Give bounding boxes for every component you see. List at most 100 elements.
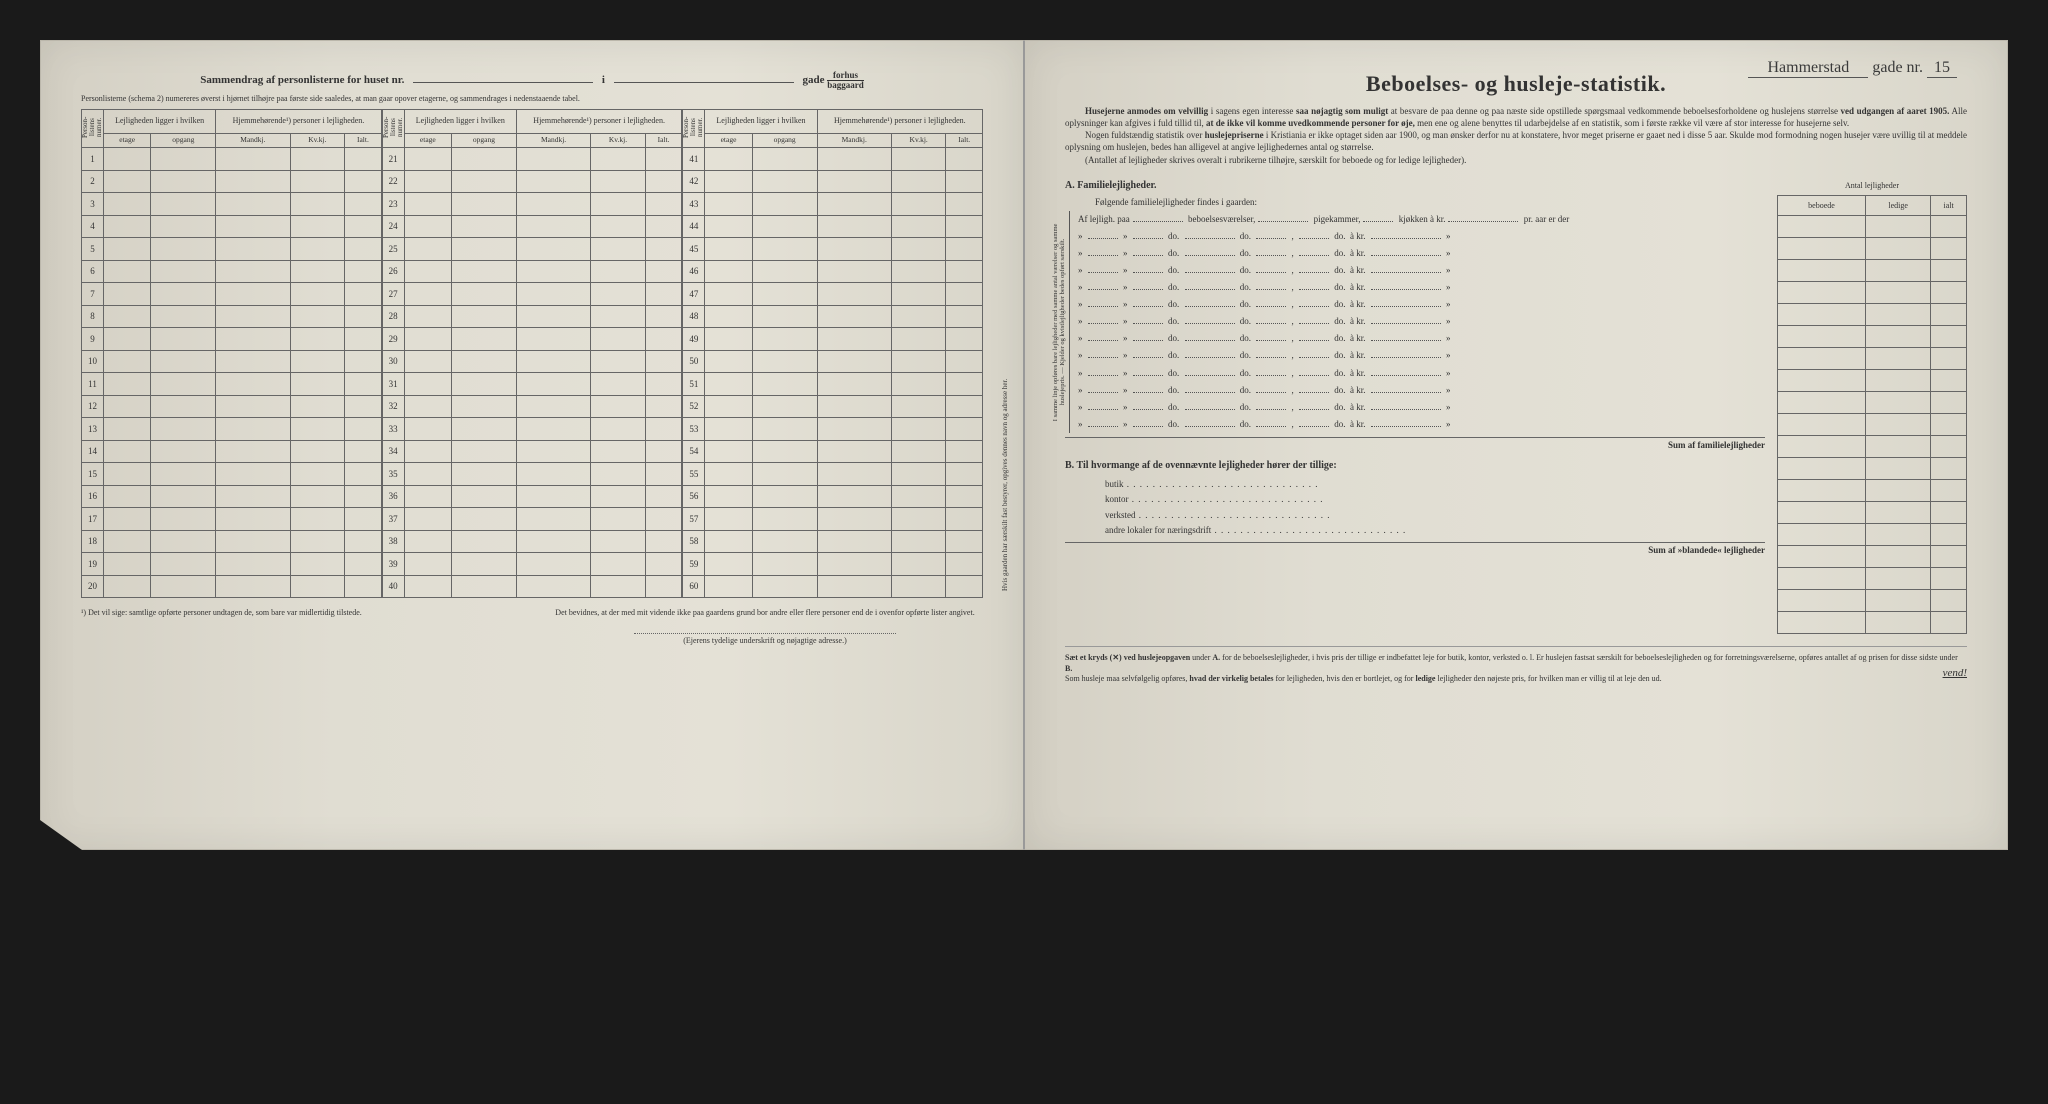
left-header: Sammendrag af personlisterne for huset n… [81,71,983,90]
table-row [1778,238,1967,260]
right-page: Hammerstad gade nr. 15 Beboelses- og hus… [1024,40,2008,850]
forhus-baggaard: forhus baggaard [827,71,864,90]
table-row: 30 [382,350,682,373]
footnote-sign: (Ejerens tydelige underskrift og nøjagti… [547,636,983,645]
table-row: 15 [82,463,382,486]
table-row: 14 [82,440,382,463]
blank-house-nr [413,82,593,83]
table-row: 22 [382,170,682,193]
section-a-title: A. Familielejligheder. [1065,180,1765,191]
table-row: 34 [382,440,682,463]
table-row: 47 [683,283,983,306]
table-row: 28 [382,305,682,328]
table-row: 43 [683,193,983,216]
table-row: 36 [382,485,682,508]
family-row: » » do. do. , do. à kr. » [1078,399,1765,416]
table-row [1778,392,1967,414]
family-rows-container: » » do. do. , do. à kr. »» » do. do. , d… [1078,228,1765,433]
family-row: » » do. do. , do. à kr. » [1078,330,1765,347]
table-row [1778,480,1967,502]
right-right-column: Antal lejligheder beboede ledige ialt [1777,176,1967,635]
antall-caption: Antal lejligheder [1778,176,1967,196]
table-row: 41 [683,148,983,171]
b-row: butik [1065,477,1765,492]
table-row: 37 [382,508,682,531]
sum-a: Sum af familielejligheder [1065,437,1765,450]
table-row: 35 [382,463,682,486]
table-row [1778,282,1967,304]
right-main: A. Familielejligheder. Følgende familiel… [1065,176,1967,635]
table-row: 6 [82,260,382,283]
summary-table-1: Person- listens numer. Lejligheden ligge… [81,109,382,598]
table-row: 21 [382,148,682,171]
table-row: 3 [82,193,382,216]
family-row: » » do. do. , do. à kr. » [1078,313,1765,330]
table-row: 50 [683,350,983,373]
left-footnotes: ¹) Det vil sige: samtlige opførte person… [81,608,983,645]
family-row: » » do. do. , do. à kr. » [1078,365,1765,382]
table-row: 27 [382,283,682,306]
table-row [1778,568,1967,590]
table-row: 19 [82,553,382,576]
b-rows-container: butikkontorverkstedandre lokaler for nær… [1065,477,1765,538]
tbody-1: 1234567891011121314151617181920 [82,148,382,598]
family-row: » » do. do. , do. à kr. » [1078,262,1765,279]
family-block: I samme linje opføres bare lejligheder m… [1069,211,1765,433]
footnote-1: ¹) Det vil sige: samtlige opførte person… [81,608,517,645]
vend-label: vend! [1943,666,1967,680]
table-row: 11 [82,373,382,396]
table-row: 55 [683,463,983,486]
table-row [1778,612,1967,634]
header-mid: i [602,74,605,86]
header-prefix: Sammendrag af personlisterne for huset n… [200,74,404,86]
b-row: andre lokaler for næringsdrift [1065,523,1765,538]
table-row: 26 [382,260,682,283]
b-row: verksted [1065,508,1765,523]
table-row: 59 [683,553,983,576]
blank-street [614,82,794,83]
summary-table-3: Person- listens numer. Lejligheden ligge… [682,109,983,598]
family-row: » » do. do. , do. à kr. » [1078,245,1765,262]
table-row [1778,524,1967,546]
table-row: 13 [82,418,382,441]
table-row: 53 [683,418,983,441]
table-row: 1 [82,148,382,171]
family-row: » » do. do. , do. à kr. » [1078,296,1765,313]
table-row [1778,502,1967,524]
table-row: 9 [82,328,382,351]
section-b-title: B. Til hvormange af de ovennævnte lejlig… [1065,460,1765,471]
table-row: 58 [683,530,983,553]
table-row: 20 [82,575,382,598]
table-row: 44 [683,215,983,238]
table-row: 38 [382,530,682,553]
family-row: » » do. do. , do. à kr. » [1078,228,1765,245]
table-row: 56 [683,485,983,508]
table-row: 51 [683,373,983,396]
vertical-instruction: I samme linje opføres bare lejligheder m… [1052,211,1064,433]
left-subheader: Personlisterne (schema 2) numereres øver… [81,94,983,103]
header-suffix: gade [802,74,824,86]
table-row: 4 [82,215,382,238]
hand-label: gade nr. [1872,59,1923,76]
triple-tables: Person- listens numer. Lejligheden ligge… [81,109,983,598]
table-row: 48 [683,305,983,328]
table-row: 33 [382,418,682,441]
table-row [1778,304,1967,326]
table-row: 31 [382,373,682,396]
right-footer: Sæt et kryds (✕) ved huslejeopgaven unde… [1065,646,1967,684]
footnote-mid: Det bevidnes, at der med mit vidende ikk… [547,608,983,617]
table-row [1778,546,1967,568]
hand-no: 15 [1927,59,1957,78]
table-row [1778,216,1967,238]
b-row: kontor [1065,492,1765,507]
table-row [1778,436,1967,458]
table-row: 23 [382,193,682,216]
handwritten-annotation: Hammerstad gade nr. 15 [1748,59,1957,78]
side-note: Hvis gaarden har særskilt fast bestyrer,… [1001,241,1015,729]
table-row: 18 [82,530,382,553]
family-row: » » do. do. , do. à kr. » [1078,279,1765,296]
table-row [1778,348,1967,370]
table-row: 7 [82,283,382,306]
table-row [1778,326,1967,348]
table-row: 2 [82,170,382,193]
